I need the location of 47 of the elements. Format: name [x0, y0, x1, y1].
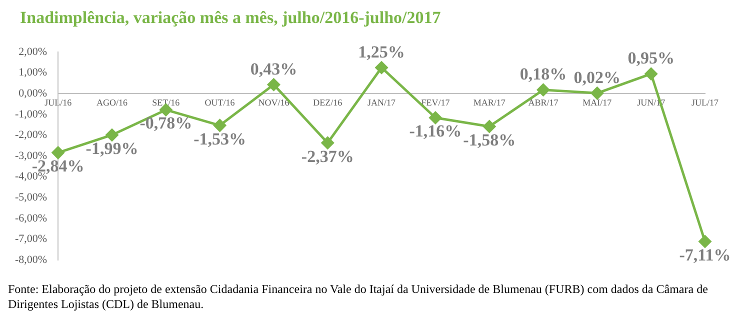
chart-title: Inadimplência, variação mês a mês, julho/2016-julho/2017	[20, 8, 442, 28]
x-tick-label: ABR/17	[528, 97, 559, 108]
y-tick-label: -2,00%	[15, 129, 48, 142]
data-label: -1,53%	[194, 129, 246, 148]
point	[52, 146, 64, 159]
point	[214, 119, 226, 132]
y-tick-label: -8,00%	[15, 254, 48, 266]
y-tick-label: -3,00%	[15, 150, 48, 162]
y-tick-label: -7,00%	[15, 233, 48, 246]
point	[483, 120, 496, 133]
data-label: 0,18%	[520, 64, 567, 84]
data-label: -0,78%	[140, 114, 192, 133]
data-label: 0,95%	[628, 48, 674, 68]
point	[644, 68, 658, 80]
data-label: -1,99%	[86, 138, 138, 158]
data-label: 0,02%	[574, 68, 621, 88]
x-tick-label: JUL/16	[44, 97, 72, 108]
point	[375, 61, 388, 74]
point	[537, 84, 550, 96]
y-tick-label: 0,00%	[18, 87, 48, 100]
y-tick-label: -6,00%	[15, 212, 48, 224]
y-tick-label: -1,00%	[15, 108, 48, 120]
x-tick-label: AGO/16	[96, 97, 128, 108]
source-note: Fonte: Elaboração do projeto de extensão Cidadania Financeira no Vale do Itajaí da Universidade de Blumenau (FURB) com dados da Câmara de Dirigentes Lojistas (CDL) de Blumenau.	[8, 282, 709, 312]
x-tick-label: JUL/17	[692, 97, 719, 108]
x-tick-label: JAN/17	[368, 97, 396, 108]
data-label: 1,25%	[358, 42, 405, 62]
x-tick-label: DEZ/16	[313, 97, 343, 108]
data-label: -7,11%	[679, 245, 731, 264]
point	[321, 136, 334, 150]
point	[106, 128, 118, 142]
y-tick-label: 2,00%	[18, 46, 48, 58]
point	[267, 78, 280, 91]
x-tick-label: NOV/16	[258, 97, 290, 108]
x-tick-label: OUT/16	[204, 97, 236, 108]
data-label: -1,16%	[409, 122, 462, 141]
data-label: -1,58%	[463, 130, 516, 150]
x-tick-label: MAI/17	[582, 97, 612, 108]
point	[590, 86, 604, 100]
point	[698, 235, 712, 248]
data-label: -2,37%	[301, 146, 354, 166]
point	[429, 111, 442, 124]
x-tick-label: FEV/17	[421, 97, 450, 108]
y-tick-label: -5,00%	[15, 191, 48, 204]
data-label: 0,43%	[250, 60, 298, 79]
x-tick-label: MAR/17	[473, 97, 506, 108]
y-tick-label: 1,00%	[18, 66, 48, 79]
